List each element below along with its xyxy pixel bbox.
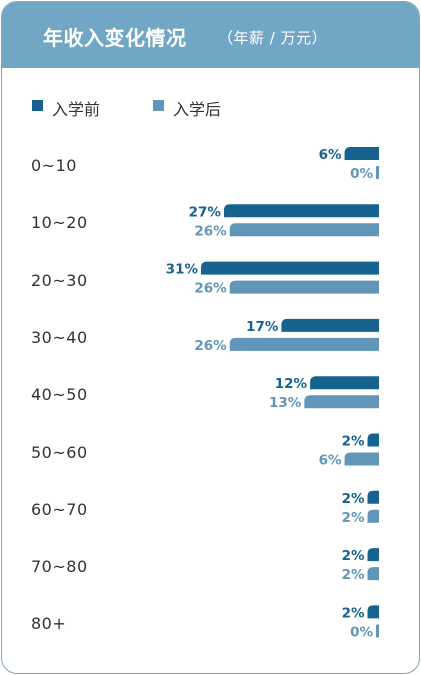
bar-before: [367, 548, 379, 562]
category-label: 70~80: [31, 557, 88, 577]
legend-swatch-before: [32, 100, 43, 111]
category-label: 30~40: [31, 327, 88, 347]
category-label: 10~20: [31, 213, 88, 233]
bar-after: [229, 280, 379, 294]
data-label-after: 26%: [194, 338, 227, 354]
bar-after: [367, 567, 379, 581]
legend-label-before: 入学前: [52, 100, 101, 119]
data-label-after: 0%: [350, 166, 373, 182]
data-label-after: 26%: [194, 281, 227, 297]
bar-before: [344, 147, 379, 160]
data-label-before: 2%: [342, 491, 365, 507]
bar-before: [367, 433, 379, 447]
category-label: 50~60: [31, 442, 88, 462]
data-label-before: 2%: [342, 434, 365, 450]
chart-title: 年收入变化情况: [43, 26, 187, 50]
data-label-before: 31%: [166, 262, 199, 278]
chart-header: 年收入变化情况 （年薪 / 万元）: [2, 2, 419, 68]
bar-before: [223, 204, 379, 218]
data-label-after: 0%: [350, 624, 373, 640]
data-label-before: 17%: [246, 319, 279, 335]
bar-after: [344, 452, 379, 466]
data-label-after: 2%: [342, 510, 365, 526]
data-label-after: 2%: [342, 567, 365, 583]
category-label: 80+: [31, 614, 67, 634]
bar-after: [376, 624, 379, 638]
data-label-after: 13%: [269, 395, 302, 411]
bar-after: [304, 395, 379, 409]
bar-before: [367, 605, 379, 619]
data-label-after: 26%: [194, 223, 227, 239]
category-label: 40~50: [31, 385, 88, 405]
bar-after: [367, 509, 379, 523]
data-label-after: 6%: [319, 453, 342, 469]
bar-after: [229, 223, 379, 237]
bar-before: [367, 490, 379, 504]
bar-after: [229, 337, 379, 351]
legend-label-after: 入学后: [173, 100, 222, 119]
category-label: 20~30: [31, 270, 88, 290]
bar-before: [310, 376, 379, 390]
bar-after: [376, 166, 379, 179]
data-label-before: 12%: [275, 376, 308, 392]
legend-swatch-after: [153, 100, 164, 111]
data-label-before: 2%: [342, 548, 365, 564]
data-label-before: 2%: [342, 605, 365, 621]
data-label-before: 27%: [189, 204, 222, 220]
category-label: 0~10: [31, 156, 77, 175]
bar-before: [201, 261, 379, 275]
chart-subtitle: （年薪 / 万元）: [218, 29, 328, 47]
data-label-before: 6%: [319, 147, 342, 163]
bar-before: [281, 318, 379, 332]
category-label: 60~70: [31, 499, 88, 519]
